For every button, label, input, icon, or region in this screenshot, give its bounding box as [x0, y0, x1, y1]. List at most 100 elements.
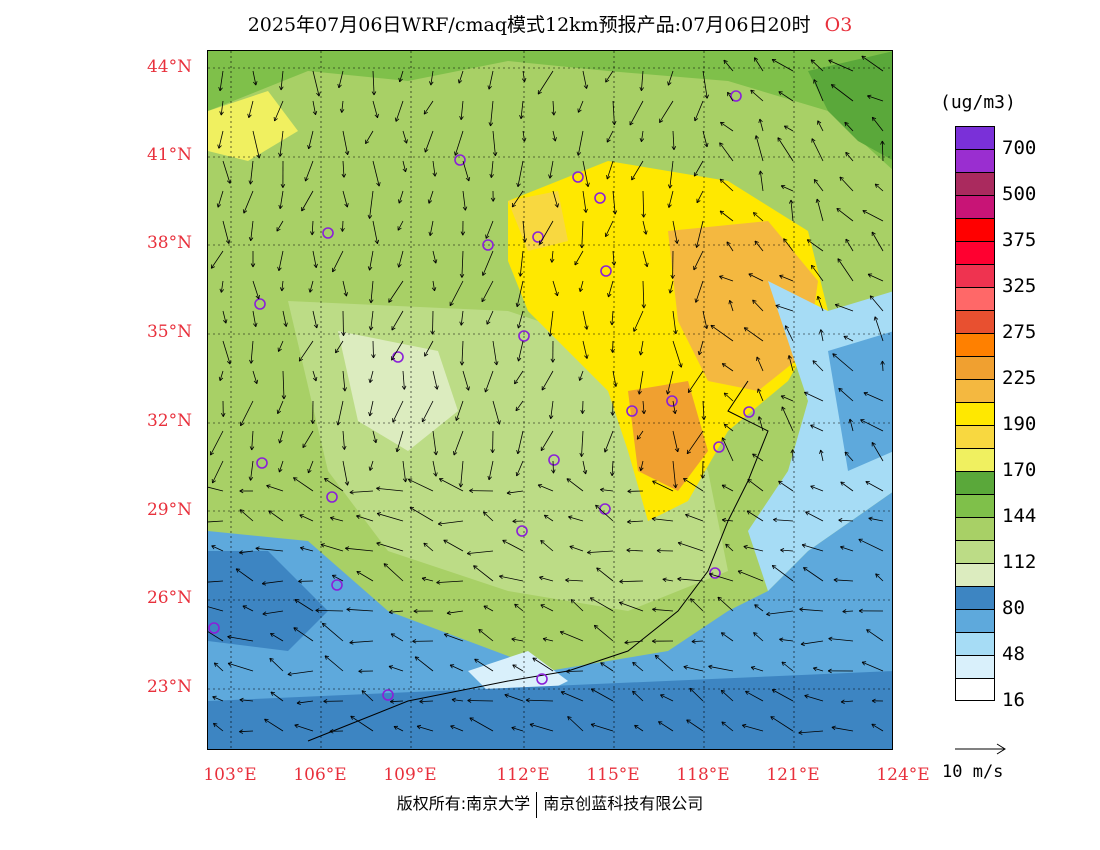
- wind-arrow: [751, 666, 764, 672]
- wind-arrow: [372, 220, 378, 244]
- wind-arrow: [220, 280, 224, 293]
- wind-arrow-head: [801, 544, 806, 548]
- colorbar-tick-label: 275: [1002, 321, 1037, 343]
- wind-arrow-head: [820, 329, 824, 333]
- wind-arrow-head: [269, 657, 274, 660]
- coastline: [307, 380, 769, 742]
- wind-arrow-head: [800, 641, 805, 645]
- wind-arrow-head: [537, 484, 541, 489]
- wind-arrow-head: [831, 725, 836, 728]
- wind-arrow: [490, 100, 494, 127]
- wind-arrow-head: [667, 184, 671, 189]
- wind-arrow: [388, 280, 404, 303]
- wind-arrow-head: [461, 273, 465, 278]
- wind-arrow-head: [312, 377, 317, 382]
- wind-arrow-head: [320, 543, 325, 545]
- wind-arrow-head: [638, 390, 642, 395]
- wind-arrow: [608, 280, 614, 298]
- wind-arrow-head: [511, 637, 516, 640]
- wind-arrow: [831, 84, 854, 102]
- wind-arrow-head: [555, 137, 557, 142]
- wind-arrow-head: [595, 504, 598, 510]
- wind-arrow: [566, 670, 584, 672]
- wind-arrow: [642, 280, 645, 309]
- wind-arrow: [874, 316, 884, 342]
- wind-arrow-head: [262, 583, 267, 586]
- wind-arrow: [798, 730, 824, 734]
- wind-arrow-head: [457, 79, 460, 84]
- wind-arrow-head: [550, 358, 554, 363]
- wind-arrow: [581, 220, 584, 249]
- wind-arrow-head: [743, 546, 748, 550]
- wind-arrow-head: [755, 135, 760, 139]
- wind-arrow: [636, 430, 644, 440]
- wind-arrow-head: [610, 472, 613, 476]
- wind-arrow-head: [307, 468, 309, 474]
- wind-arrow-head: [424, 149, 429, 153]
- wind-arrow-head: [444, 633, 449, 635]
- wind-arrow-head: [279, 440, 283, 444]
- wind-arrow: [522, 70, 525, 82]
- wind-arrow-head: [345, 546, 350, 549]
- wind-arrow-head: [220, 289, 225, 293]
- wind-arrow-head: [656, 548, 661, 551]
- wind-arrow: [642, 400, 645, 414]
- wind-arrow-head: [217, 144, 220, 149]
- wind-arrow-head: [529, 723, 534, 725]
- wind-arrow-head: [315, 110, 318, 115]
- wind-arrow-head: [369, 412, 373, 417]
- wind-arrow: [743, 327, 764, 342]
- wind-arrow-head: [844, 122, 847, 127]
- wind-arrow-head: [781, 661, 786, 664]
- wind-arrow-head: [383, 563, 386, 568]
- wind-arrow-head: [811, 138, 816, 142]
- wind-arrow-head: [211, 266, 215, 269]
- wind-arrow-head: [402, 168, 406, 173]
- northeast-dark-green: [808, 51, 892, 160]
- wind-arrow-head: [300, 546, 305, 548]
- wind-arrow-head: [643, 231, 647, 235]
- wind-arrow: [474, 658, 494, 672]
- wind-arrow: [438, 520, 464, 525]
- wind-arrow: [312, 370, 317, 382]
- wind-arrow: [484, 370, 494, 393]
- wind-arrow-head: [643, 304, 647, 309]
- wind-arrow: [252, 370, 258, 384]
- wind-arrow-head: [218, 376, 221, 381]
- wind-arrow-head: [645, 230, 648, 235]
- wind-arrow: [816, 198, 824, 222]
- wind-arrow-head: [595, 504, 600, 507]
- wind-arrow-head: [813, 79, 818, 83]
- wind-arrow-head: [247, 113, 250, 118]
- wind-arrow: [634, 724, 644, 732]
- wind-arrow-head: [256, 154, 260, 159]
- wind-arrow: [577, 130, 584, 156]
- wind-arrow-head: [504, 694, 508, 698]
- wind-arrow-head: [582, 470, 587, 475]
- wind-arrow: [208, 631, 224, 642]
- map-title: 2025年07月06日WRF/cmaq模式12km预报产品:07月06日20时 O…: [0, 10, 1100, 37]
- wind-arrow-head: [229, 360, 232, 365]
- wind-arrow: [488, 460, 494, 480]
- forecast-map: [207, 50, 893, 750]
- wind-arrow-head: [662, 578, 667, 583]
- wind-arrow-head: [293, 627, 296, 632]
- wind-arrow-head: [579, 377, 583, 381]
- wind-arrow: [520, 100, 524, 119]
- wind-arrow: [780, 549, 794, 552]
- wind-arrow-head: [268, 510, 271, 515]
- wind-arrow: [723, 423, 734, 432]
- wind-arrow-head: [399, 78, 403, 83]
- wind-arrow: [806, 239, 824, 252]
- wind-arrow-head: [390, 701, 394, 704]
- wind-arrow-head: [358, 670, 363, 674]
- wind-arrow: [376, 542, 404, 552]
- wind-arrow-head: [213, 723, 216, 728]
- wind-arrow-head: [678, 541, 683, 543]
- wind-arrow: [393, 726, 404, 732]
- colorbar: [955, 126, 995, 701]
- wind-arrow-head: [486, 321, 491, 325]
- wind-arrow-head: [435, 472, 438, 477]
- wind-arrow-head: [329, 729, 334, 732]
- wind-arrow-head: [451, 697, 456, 700]
